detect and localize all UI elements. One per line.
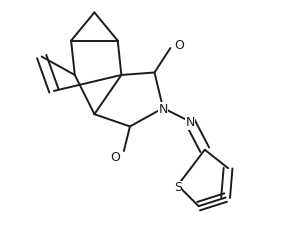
Text: N: N [158,103,168,116]
Text: S: S [174,181,182,194]
Text: O: O [174,39,184,52]
Text: O: O [110,151,120,164]
Text: N: N [185,116,195,129]
